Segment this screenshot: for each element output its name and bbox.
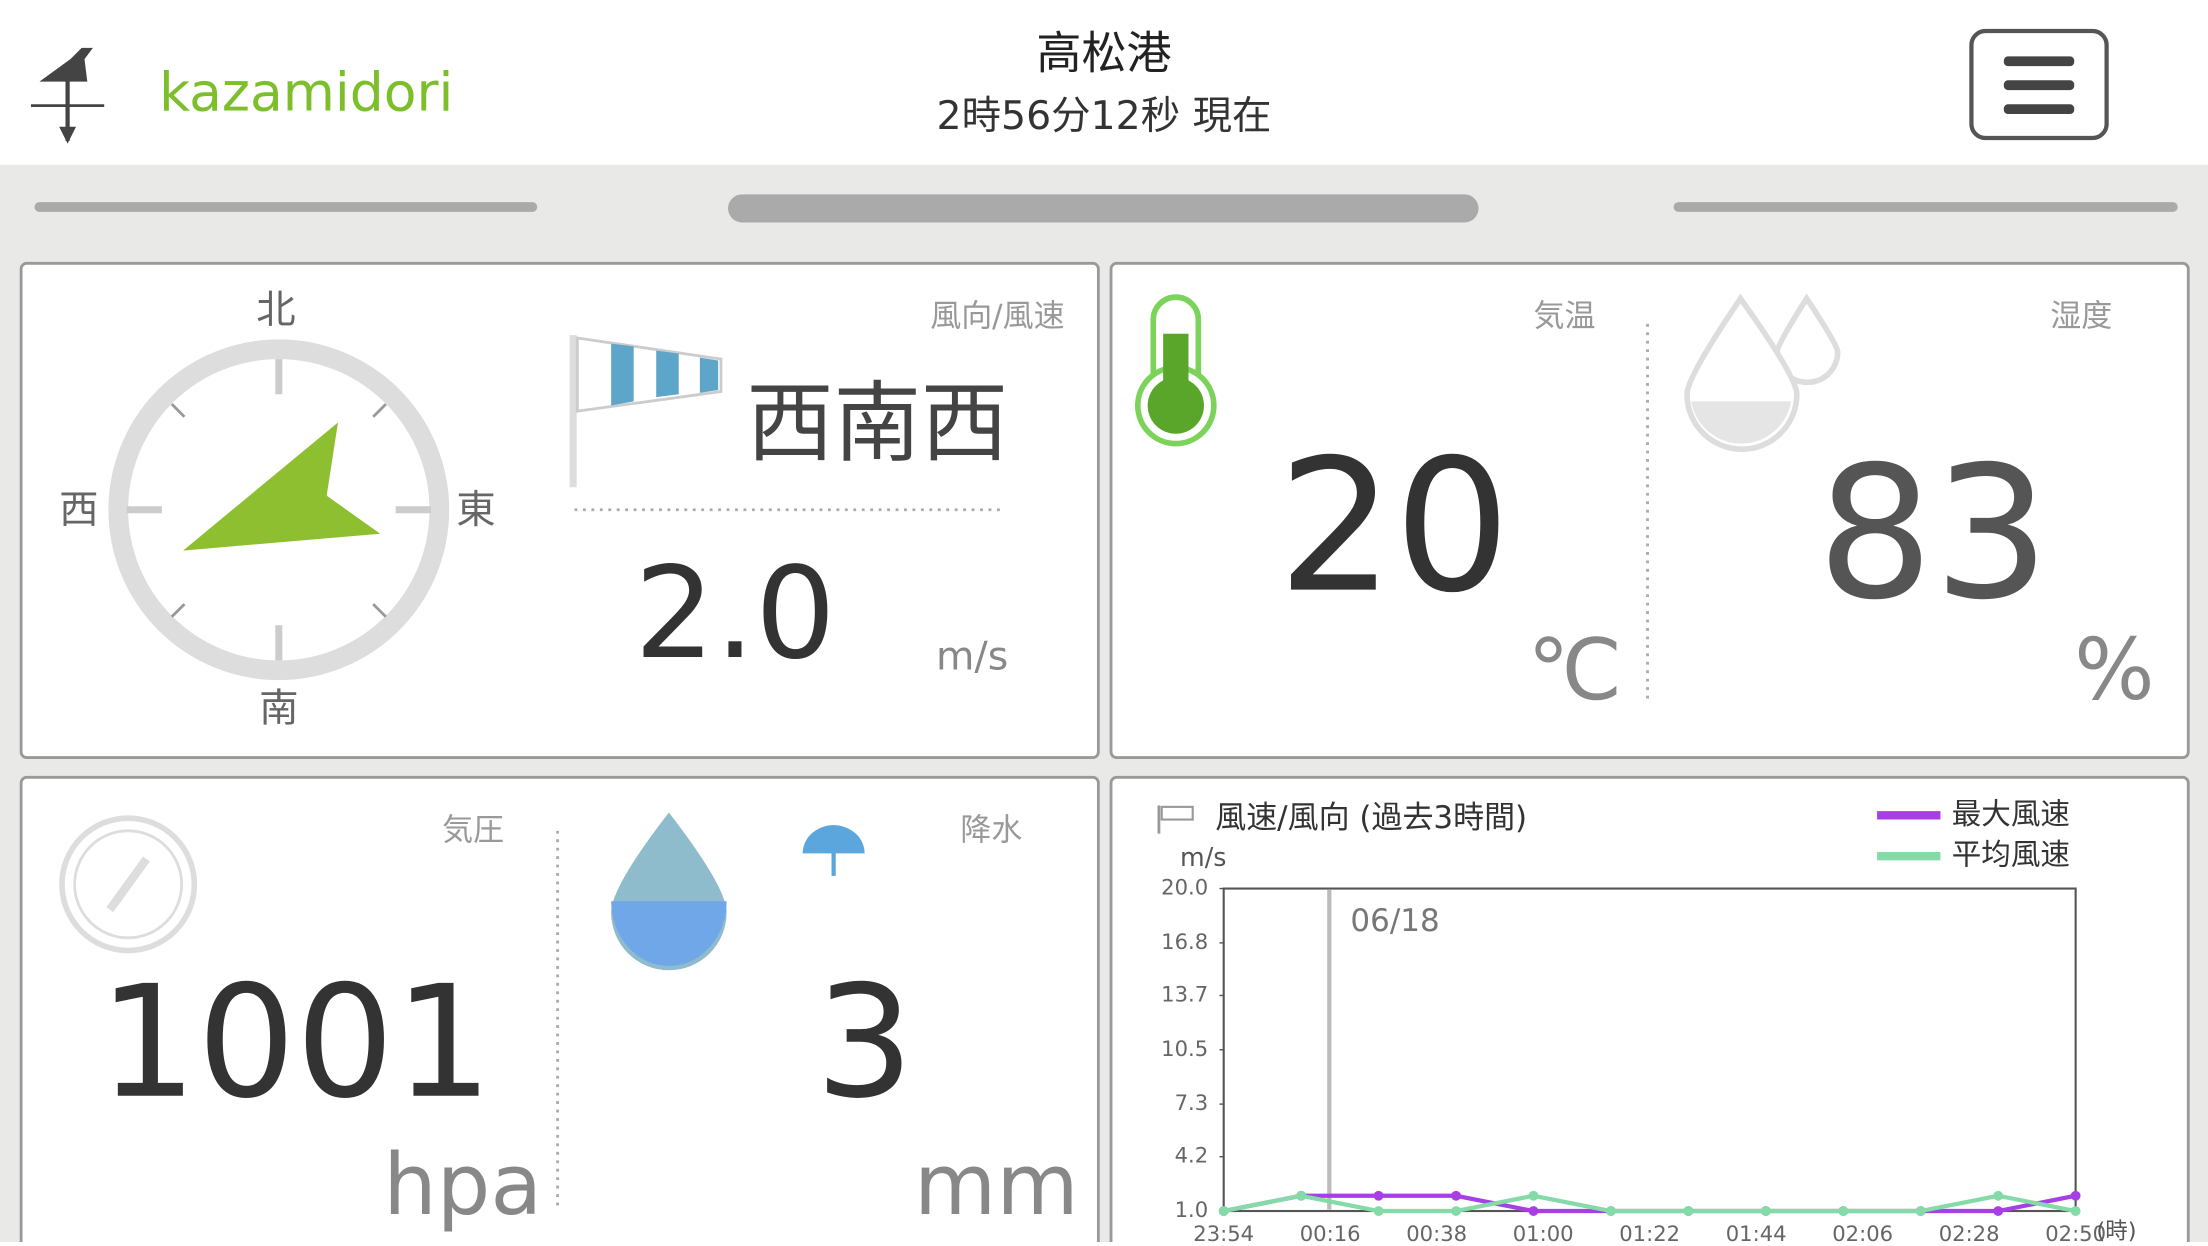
app-name: kazamidori <box>159 60 453 123</box>
precipitation-value: 3 <box>815 952 914 1133</box>
temperature-label: 気温 <box>1534 299 1596 335</box>
umbrella-icon <box>802 825 865 876</box>
compass-north: 北 <box>256 287 295 333</box>
precipitation-unit: mm <box>914 1136 1079 1234</box>
thermometer-icon <box>1134 294 1217 447</box>
time: 2時56分12秒 現在 <box>937 93 1272 139</box>
gauge-icon <box>59 815 198 954</box>
y-tick-label: 20.0 <box>1161 875 1208 900</box>
y-tick-label: 1.0 <box>1175 1197 1209 1222</box>
point <box>1218 1206 1229 1216</box>
windsock-icon <box>569 335 723 488</box>
point <box>1683 1206 1694 1216</box>
compass-south: 南 <box>259 686 298 732</box>
wind-speed: 2.0 <box>634 539 836 687</box>
series-line <box>1223 1193 2077 1214</box>
y-tick-label: 13.7 <box>1161 981 1208 1006</box>
wind-direction: 西南西 <box>746 372 1008 474</box>
point <box>1528 1206 1539 1216</box>
y-tick-label: 16.8 <box>1161 929 1208 954</box>
x-tick-label: 02:28 <box>1939 1221 2000 1242</box>
point <box>1760 1206 1771 1216</box>
point <box>1451 1206 1461 1216</box>
point <box>1993 1206 2004 1216</box>
humidity-unit: % <box>2074 621 2154 719</box>
temperature-value: 20 <box>1278 421 1511 634</box>
wind-label: 風向/風速 <box>930 299 1064 335</box>
legend-label: 平均風速 <box>1952 838 2070 872</box>
logo <box>30 47 105 144</box>
y-tick-label: 7.3 <box>1175 1090 1209 1115</box>
y-tick-label: 4.2 <box>1175 1143 1209 1168</box>
wind-unit: m/s <box>936 634 1008 680</box>
pressure-value: 1001 <box>99 952 493 1133</box>
legend-label: 最大風速 <box>1952 797 2070 831</box>
raindrop-icon <box>611 812 727 971</box>
station-title: 高松港 <box>1036 26 1171 79</box>
humidity-icon <box>1684 293 1841 453</box>
y-tick-label: 10.5 <box>1161 1036 1208 1061</box>
plot-frame <box>1222 887 2077 1213</box>
x-tick-label: 00:16 <box>1300 1221 1361 1242</box>
temperature-unit: ℃ <box>1527 621 1622 719</box>
x-tick-label: 23:54 <box>1193 1221 1254 1242</box>
point <box>1296 1190 1307 1201</box>
point <box>2070 1190 2081 1201</box>
point <box>1915 1206 1926 1216</box>
x-tick-label: 01:44 <box>1726 1221 1787 1242</box>
x-tick-label: 00:38 <box>1406 1221 1467 1242</box>
point <box>1993 1190 2004 1201</box>
y-axis-label: m/s <box>1180 842 1226 872</box>
compass <box>108 339 450 681</box>
precipitation-label: 降水 <box>960 813 1022 849</box>
pressure-label: 気圧 <box>442 813 504 849</box>
compass-west: 西 <box>59 487 98 533</box>
point <box>2070 1206 2081 1216</box>
point <box>1373 1190 1384 1201</box>
x-tick-label: 01:22 <box>1619 1221 1680 1242</box>
humidity-value: 83 <box>1817 428 2050 641</box>
menu-button[interactable] <box>1969 28 2109 141</box>
chart-icon <box>1157 805 1194 834</box>
humidity-label: 湿度 <box>2050 299 2112 335</box>
header-bg <box>0 0 2208 165</box>
point <box>1606 1206 1616 1216</box>
x-tick-label: 02:06 <box>1832 1221 1893 1242</box>
date-annotation: 06/18 <box>1350 903 1439 939</box>
x-axis-label: (時) <box>2096 1219 2136 1242</box>
page-indicator[interactable] <box>34 194 2178 223</box>
x-tick-label: 01:00 <box>1513 1221 1574 1242</box>
point <box>1528 1190 1539 1201</box>
compass-east: 東 <box>456 487 495 533</box>
point <box>1451 1190 1461 1201</box>
point <box>1838 1206 1849 1216</box>
chart-title: 風速/風向 (過去3時間) <box>1215 800 1527 836</box>
pressure-unit: hpa <box>383 1136 542 1234</box>
point <box>1373 1206 1384 1216</box>
